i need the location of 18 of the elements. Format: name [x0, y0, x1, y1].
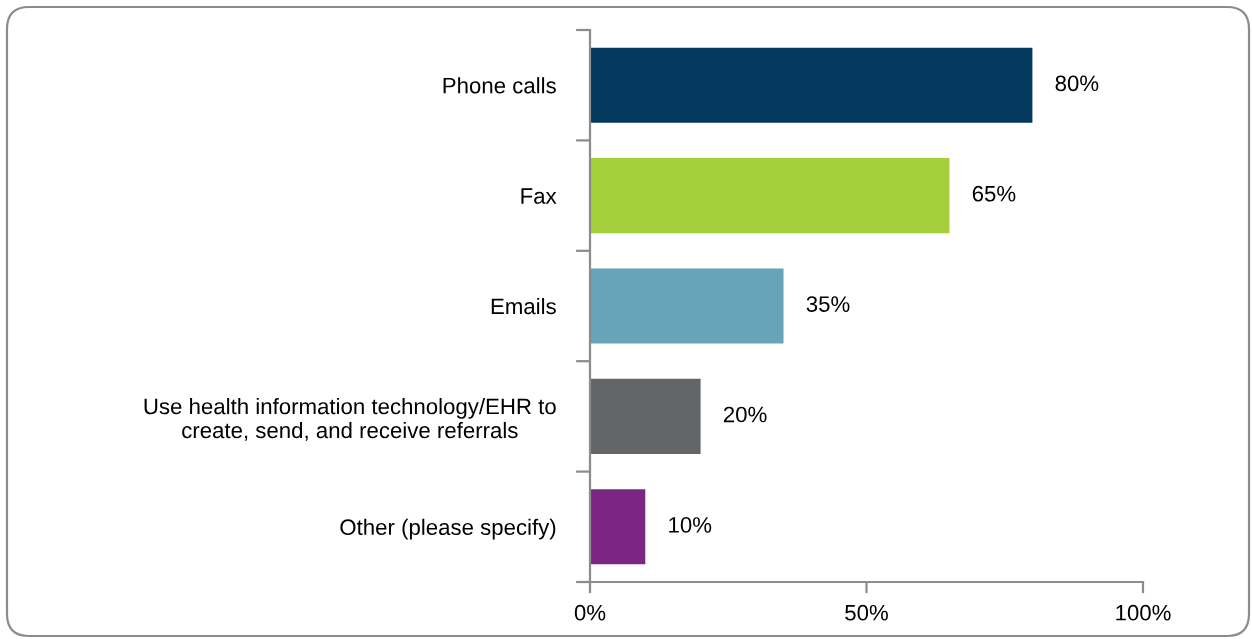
bar	[590, 489, 646, 565]
data-label: 10%	[669, 517, 712, 533]
data-label: 35%	[806, 296, 850, 312]
bar	[590, 158, 950, 234]
bar	[590, 268, 784, 344]
x-tick-label: 0%	[574, 604, 606, 621]
y-tick-label: Other (please specify)	[340, 518, 556, 540]
bar	[590, 47, 1033, 123]
bar	[590, 378, 701, 454]
data-label: 65%	[972, 185, 1016, 202]
y-tick-label: Phone calls	[443, 77, 556, 94]
data-label: 20%	[723, 406, 767, 423]
y-tick-label: Use health information technology/EHR to create, send, and receive referrals	[144, 397, 556, 441]
data-label: 80%	[1055, 75, 1099, 92]
y-tick-label: Emails	[491, 297, 556, 315]
x-tick-label: 50%	[845, 604, 888, 621]
y-tick-label: Fax	[521, 188, 557, 204]
x-tick-label: 100%	[1116, 604, 1171, 621]
